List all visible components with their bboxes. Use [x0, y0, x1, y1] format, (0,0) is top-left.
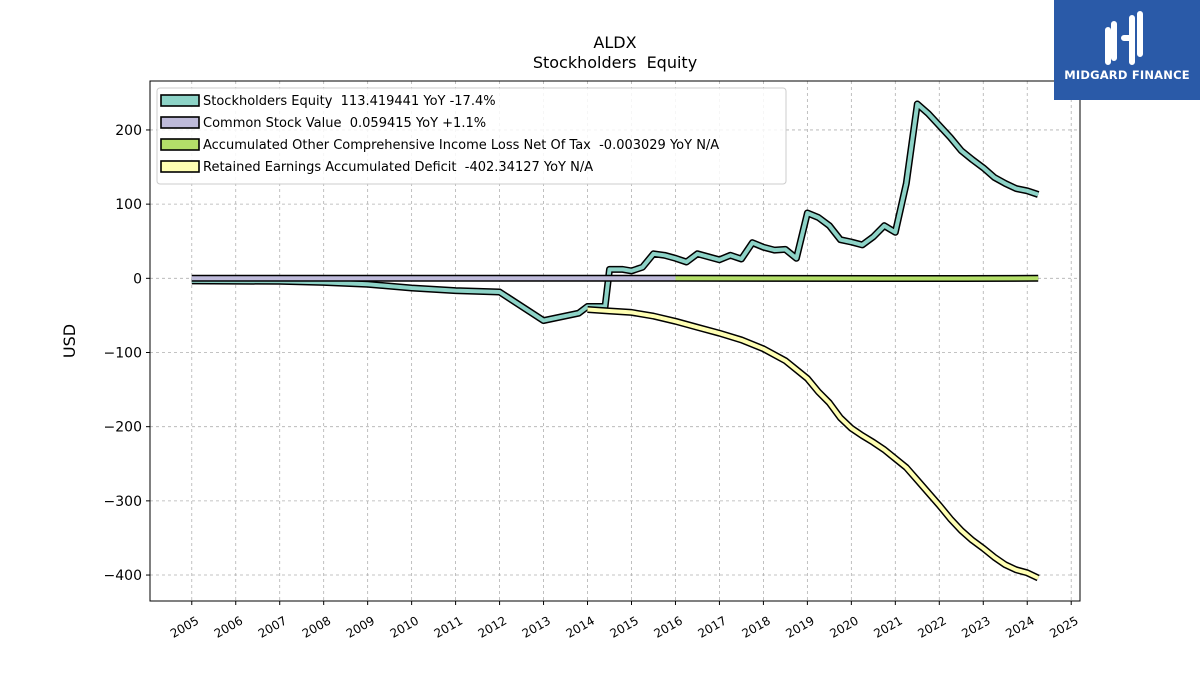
x-tick-label: 2013	[520, 613, 553, 640]
x-tick-label: 2015	[608, 613, 641, 640]
brand-name: MIDGARD FINANCE	[1064, 68, 1190, 82]
series-line	[191, 102, 1039, 323]
legend-label: Common Stock Value 0.059415 YoY +1.1%	[203, 116, 486, 131]
x-tick-label: 2017	[695, 613, 728, 640]
x-tick-label: 2025	[1047, 613, 1080, 640]
chart-title: ALDX	[593, 33, 636, 52]
legend-box	[156, 87, 787, 185]
x-tick-label: 2010	[388, 613, 421, 640]
x-tick-label: 2007	[256, 613, 289, 640]
x-tick-label: 2005	[168, 613, 201, 640]
logo-icon	[1105, 11, 1143, 65]
x-tick-label: 2021	[871, 613, 904, 640]
plot-frame	[149, 80, 1081, 602]
x-tick-label: 2020	[827, 613, 860, 640]
x-tick-label: 2012	[476, 613, 509, 640]
y-tick-label: −300	[104, 494, 142, 510]
legend-swatch	[160, 160, 200, 173]
legend: Stockholders Equity 113.419441 YoY -17.4…	[156, 87, 787, 185]
x-tick-label: 2009	[344, 613, 377, 640]
y-tick-label: −200	[104, 420, 142, 436]
series-layer	[191, 100, 1040, 582]
series-4	[587, 306, 1040, 582]
legend-swatch	[160, 138, 200, 151]
y-axis: 200 100 0 −100 −200 −300 −400	[104, 123, 150, 584]
brand-logo: MIDGARD FINANCE	[1054, 0, 1200, 100]
series-1	[191, 100, 1040, 325]
x-tick-label: 2023	[959, 613, 992, 640]
legend-swatch	[160, 94, 200, 107]
legend-label: Accumulated Other Comprehensive Income L…	[203, 138, 719, 153]
x-tick-label: 2019	[783, 613, 816, 640]
chart-subtitle: Stockholders Equity	[533, 53, 697, 72]
y-tick-label: −400	[104, 568, 142, 584]
y-tick-label: 0	[133, 271, 142, 287]
series-line	[587, 307, 1040, 580]
legend-swatch	[160, 116, 200, 129]
y-tick-label: 100	[115, 197, 142, 213]
x-tick-label: 2024	[1003, 613, 1036, 640]
y-tick-label: 200	[115, 123, 142, 139]
legend-label: Retained Earnings Accumulated Deficit -4…	[203, 160, 593, 175]
x-tick-label: 2011	[432, 613, 465, 640]
legend-label: Stockholders Equity 113.419441 YoY -17.4…	[203, 94, 496, 109]
x-tick-label: 2022	[915, 613, 948, 640]
x-tick-label: 2018	[739, 613, 772, 640]
x-tick-label: 2008	[300, 613, 333, 640]
x-axis: 2005 2006 2007 2008 2009 2010 2011 2012 2013 2014…	[168, 601, 1081, 641]
x-tick-label: 2016	[652, 613, 685, 640]
y-tick-label: −100	[104, 345, 142, 361]
y-axis-label: USD	[60, 324, 79, 358]
x-tick-label: 2014	[564, 613, 597, 640]
x-tick-label: 2006	[212, 613, 245, 640]
